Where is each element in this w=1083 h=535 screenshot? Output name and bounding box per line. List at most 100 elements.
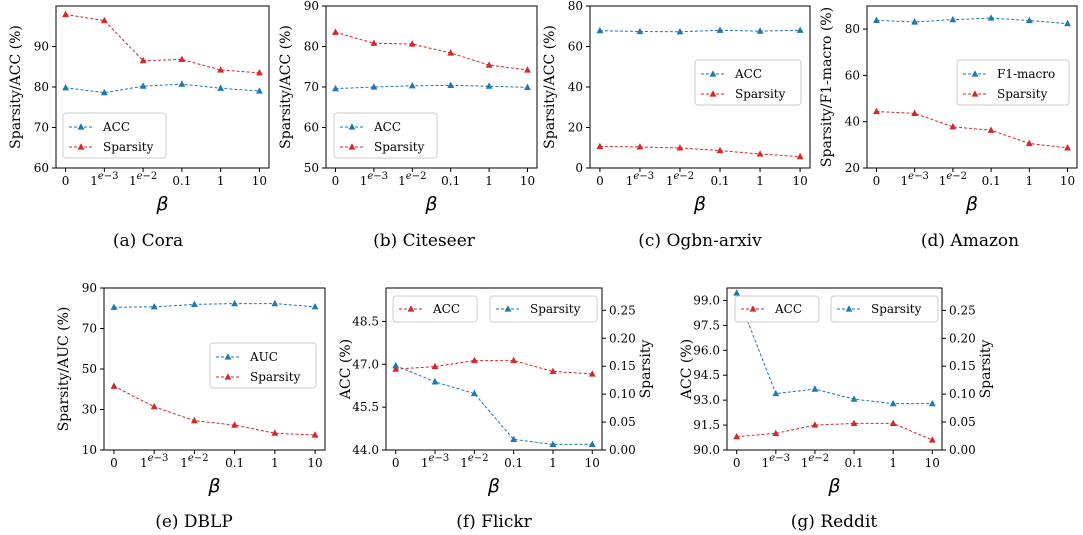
y-right-tick-label: 0.10 [949,387,976,401]
x-tick-label: 10 [585,456,600,470]
data-point [256,87,263,94]
y-tick-label: 94.5 [693,368,720,382]
data-point [850,395,858,402]
x-axis-label: β [487,475,500,497]
legend-marker [348,123,356,130]
x-tick-label: 0.1 [225,456,244,470]
y-tick-label: 10 [82,443,97,457]
legend-label: AUC [249,350,278,364]
legend-label: ACC [373,120,401,134]
data-point [588,440,596,448]
data-point [139,82,147,89]
legend-marker [504,305,512,312]
data-point [873,16,880,23]
data-point [62,10,69,18]
data-point [470,389,478,397]
series-line-auc [113,303,316,308]
y-tick-label: 90 [82,281,97,295]
data-point [987,126,995,133]
data-point [949,15,957,23]
chart-panel-6: 44.045.547.048.50.000.050.100.150.200.25… [338,287,654,532]
x-tick-label: 1e−3 [421,453,449,470]
data-point [139,56,147,64]
y-tick-label: 96.0 [693,343,720,357]
data-point [911,18,919,25]
y-right-tick-label: 0.10 [609,387,636,401]
data-point [811,385,819,392]
legend-label: Sparsity [103,140,154,154]
chart-panel-5: 10 30 50 70 90 0 1e−3 1e−2 0.1 1 10 Sparsity/AUC (%… [56,281,326,532]
plot-frame [866,5,1078,169]
data-point [110,382,118,389]
x-tick-label: 10 [307,456,322,470]
legend-label: Sparsity [871,302,922,316]
data-point [873,107,880,115]
y-right-tick-label: 0.20 [609,331,636,345]
chart-panel-2: 50 60 70 80 90 0 1e−3 1e−2 0.1 1 10 Sparsity/ACC (%… [278,0,538,251]
y-tick-label: 90.0 [693,443,720,457]
x-tick-label: 0.1 [710,174,729,188]
x-tick-label: 1 [756,174,764,188]
y-tick-label: 47.0 [352,357,379,371]
data-point [811,421,819,428]
x-tick-label: 10 [252,174,267,188]
x-tick-label: 0 [873,174,881,188]
data-point [271,299,279,307]
data-point [217,66,225,73]
y-tick-label: 50 [304,161,319,175]
y-tick-label: 91.5 [693,418,720,432]
y-right-axis-label: Sparsity [638,340,654,399]
y-tick-label: 60 [845,68,860,82]
data-point [549,367,557,375]
x-tick-label: 1 [271,456,279,470]
x-tick-label: 0.1 [172,174,191,188]
x-tick-label: 0.1 [441,174,460,188]
data-point [431,378,439,385]
legend-label: Sparsity [374,140,425,154]
x-tick-label: 1e−3 [762,453,790,470]
data-point [1025,139,1033,147]
x-tick-label: 1e−2 [129,171,157,188]
legend-marker [845,305,853,312]
chart-caption: (b) Citeseer [373,231,476,251]
legend-marker [749,305,757,312]
x-axis-label: β [693,193,706,215]
data-point [447,81,455,88]
data-point [733,289,741,296]
x-tick-label: 1 [217,174,225,188]
data-point [217,84,225,91]
chart-caption: (f) Flickr [456,512,532,532]
data-point [408,40,416,47]
series-line-sparsity [113,385,316,436]
legend-box [734,295,820,323]
x-tick-label: 1e−3 [901,171,929,188]
x-tick-label: 0.1 [845,456,864,470]
series-line-acc [395,360,593,375]
x-axis-label: β [827,475,840,497]
data-point [332,28,339,35]
y-right-tick-label: 0.25 [609,303,636,317]
legend-box [392,295,478,323]
data-point [178,55,186,63]
legend-box [333,112,438,159]
chart-caption: (c) Ogbn-arxiv [638,231,762,251]
data-point [772,389,780,397]
data-point [311,303,319,310]
y-axis-label: ACC (%) [338,339,354,400]
data-point [733,432,741,440]
legend-label: F1-macro [997,67,1055,81]
y-tick-label: 60 [304,121,319,135]
legend-label: Sparsity [997,87,1048,101]
x-tick-label: 10 [520,174,535,188]
x-tick-label: 10 [1060,174,1075,188]
y-right-tick-label: 0.25 [949,303,976,317]
data-point [676,144,684,151]
data-point [756,150,764,157]
data-point [1025,16,1033,24]
data-point [928,436,936,443]
x-tick-label: 0 [596,174,604,188]
series-line-acc [335,84,528,90]
x-tick-label: 0.1 [504,456,523,470]
data-point [470,356,478,364]
series-line-sparsity [395,365,593,445]
